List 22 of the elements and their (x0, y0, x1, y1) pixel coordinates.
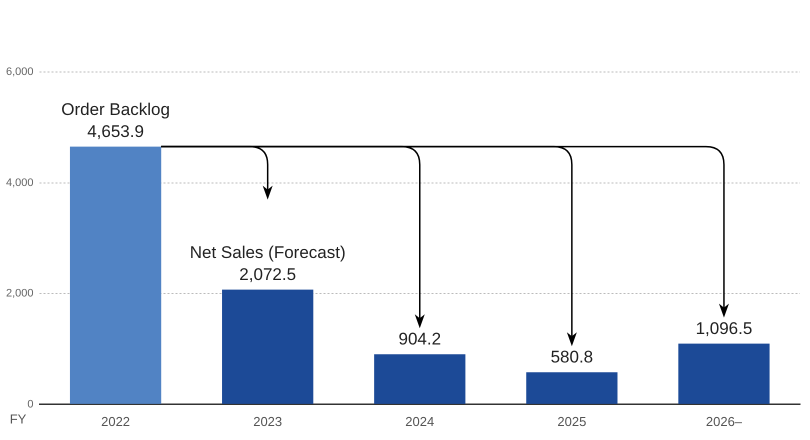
y-tick-label: 6,000 (6, 66, 34, 78)
bar (222, 290, 314, 404)
bar (374, 354, 466, 404)
x-tick-label: 2024 (405, 414, 434, 429)
data-label: 2,072.5 (239, 264, 296, 284)
annotation: Net Sales (Forecast) (190, 242, 346, 262)
x-tick-label: 2025 (557, 414, 586, 429)
y-tick-label: 0 (27, 398, 34, 410)
x-tick-label: 2026– (706, 414, 743, 429)
data-label: 1,096.5 (696, 318, 752, 338)
x-tick-label: 2022 (101, 414, 130, 429)
y-tick-label: 2,000 (6, 288, 34, 300)
annotation: Order Backlog (61, 100, 170, 119)
bar (678, 344, 770, 404)
data-label: 4,653.9 (87, 122, 144, 141)
y-tick-label: 4,000 (6, 176, 34, 189)
bar (526, 372, 618, 404)
x-tick-label: 2023 (253, 414, 282, 429)
bar (70, 146, 162, 404)
data-label: 904.2 (398, 329, 442, 348)
x-axis-title: FY (10, 411, 27, 426)
data-label: 580.8 (550, 347, 594, 366)
